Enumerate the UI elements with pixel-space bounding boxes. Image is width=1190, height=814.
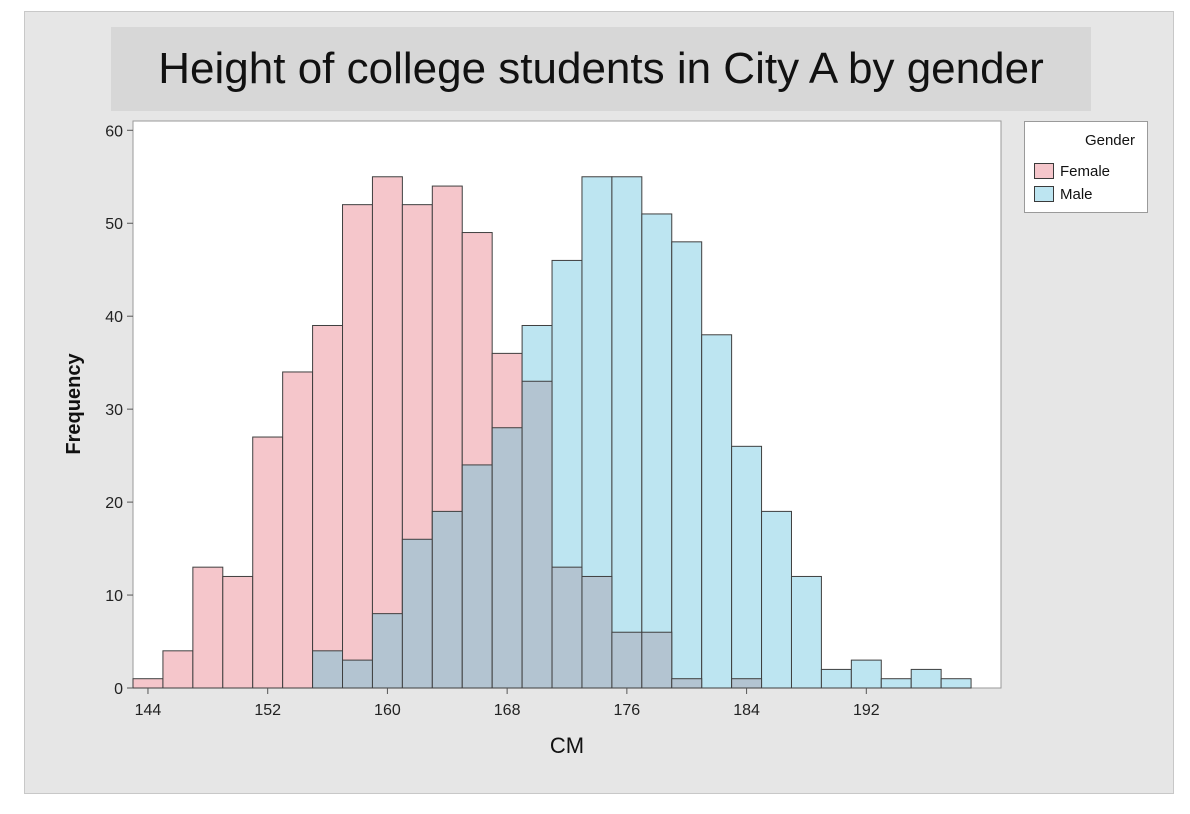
bar-male-186 xyxy=(761,510,792,689)
bar-male-192 xyxy=(850,659,882,689)
y-axis-label: Frequency xyxy=(63,353,85,455)
bar-male-178 xyxy=(641,213,673,689)
y-tick-label-40: 40 xyxy=(105,309,123,326)
bar-female-156 xyxy=(312,324,344,689)
legend-label-male: Male xyxy=(1060,185,1093,203)
x-tick-label-144: 144 xyxy=(135,702,162,719)
y-tick-label-30: 30 xyxy=(105,402,123,419)
legend-title: Gender xyxy=(1084,132,1135,149)
bar-overlap-170 xyxy=(521,380,553,689)
legend-swatch-female xyxy=(1034,163,1054,179)
bar-male-182 xyxy=(701,334,733,689)
bar-male-198 xyxy=(940,678,972,689)
bar-female-160 xyxy=(371,176,403,689)
bar-overlap-158 xyxy=(342,659,373,689)
bar-overlap-160 xyxy=(371,613,403,689)
bar-overlap-168 xyxy=(491,427,523,689)
bar-female-150 xyxy=(222,575,254,689)
bar-male-188 xyxy=(790,575,822,689)
bar-female-154 xyxy=(282,371,314,689)
bar-overlap-174 xyxy=(581,575,613,689)
bar-overlap-166 xyxy=(461,464,493,689)
bar-female-146 xyxy=(162,650,194,689)
bar-male-180 xyxy=(671,241,703,689)
bar-overlap-156 xyxy=(312,650,344,689)
bar-male-196 xyxy=(910,668,942,689)
x-tick-label-168: 168 xyxy=(494,702,521,719)
y-tick-label-10: 10 xyxy=(105,588,123,605)
axes-layer: 0 10 20 30 40 50 60 144 152 160 168 176 184 192 xyxy=(105,123,880,719)
bar-overlap-164 xyxy=(431,510,463,689)
bar-female-152 xyxy=(252,436,284,689)
bar-male-190 xyxy=(820,668,852,689)
bar-overlap-176 xyxy=(611,631,643,689)
legend-item-female: Female xyxy=(1034,162,1110,180)
bar-male-194 xyxy=(880,678,912,689)
title-band xyxy=(111,27,1091,111)
x-tick-label-192: 192 xyxy=(853,702,880,719)
bar-female-148 xyxy=(192,566,224,689)
bar-male-184 xyxy=(731,445,763,689)
chart-title: Height of college students in City A by … xyxy=(158,44,1044,93)
legend-swatch-male xyxy=(1034,186,1054,202)
x-tick-label-160: 160 xyxy=(374,702,401,719)
legend-label-female: Female xyxy=(1060,162,1111,180)
bars-layer xyxy=(132,176,972,689)
legend-item-male: Male xyxy=(1034,185,1093,203)
legend: Gender Female Male xyxy=(1024,121,1148,213)
x-axis-label: CM xyxy=(550,733,584,758)
x-tick-label-152: 152 xyxy=(254,702,281,719)
bar-overlap-162 xyxy=(401,538,433,689)
x-tick-label-176: 176 xyxy=(614,702,641,719)
bar-overlap-172 xyxy=(551,566,583,689)
bar-female-158 xyxy=(342,204,373,689)
y-tick-label-20: 20 xyxy=(105,495,123,512)
y-tick-label-60: 60 xyxy=(105,123,123,140)
bar-female-144 xyxy=(132,678,164,689)
y-tick-label-0: 0 xyxy=(114,681,123,698)
y-tick-label-50: 50 xyxy=(105,216,123,233)
bar-male-176 xyxy=(611,176,643,689)
x-tick-label-184: 184 xyxy=(733,702,760,719)
bar-overlap-180 xyxy=(671,678,703,689)
bar-overlap-178 xyxy=(641,631,673,689)
bar-overlap-184 xyxy=(731,678,763,689)
